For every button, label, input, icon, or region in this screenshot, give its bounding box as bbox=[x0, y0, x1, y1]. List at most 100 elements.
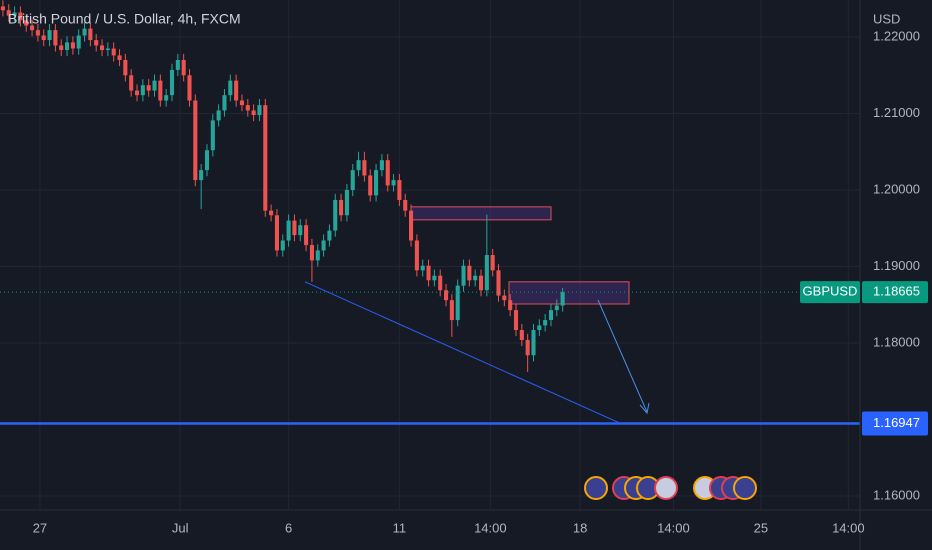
candle-body bbox=[315, 250, 320, 261]
candle-body bbox=[409, 210, 414, 241]
y-tick-label: 1.16000 bbox=[873, 487, 920, 502]
candle-body bbox=[47, 30, 52, 41]
candle-body bbox=[41, 35, 46, 41]
candle-body bbox=[508, 300, 513, 311]
candle-body bbox=[286, 220, 291, 241]
candle-body bbox=[461, 265, 466, 286]
grid bbox=[0, 0, 860, 510]
candle-body bbox=[251, 110, 256, 116]
candle-body bbox=[333, 199, 338, 231]
candle-body bbox=[88, 28, 93, 41]
candle-body bbox=[304, 225, 309, 246]
x-tick-label: 14:00 bbox=[474, 520, 507, 535]
candle-body bbox=[344, 190, 349, 216]
candle-body bbox=[111, 48, 116, 56]
candle-body bbox=[525, 339, 530, 356]
candle-body bbox=[82, 28, 87, 36]
candle-body bbox=[321, 240, 326, 251]
x-tick-label: 11 bbox=[393, 520, 407, 535]
candle-body bbox=[24, 20, 29, 26]
arrow bbox=[597, 299, 648, 413]
y-tick-label: 1.20000 bbox=[873, 181, 920, 196]
candle-body bbox=[30, 25, 35, 31]
symbol-label: GBPUSD bbox=[803, 284, 858, 299]
candle-body bbox=[292, 220, 297, 236]
y-tick-label: 1.18000 bbox=[873, 334, 920, 349]
candle-body bbox=[210, 120, 215, 151]
candle-body bbox=[94, 40, 99, 46]
hline-label: 1.16947 bbox=[873, 415, 920, 430]
candle-body bbox=[537, 325, 542, 331]
candle-body bbox=[181, 59, 186, 76]
candle-body bbox=[432, 275, 437, 281]
candle-body bbox=[560, 292, 565, 306]
candle-body bbox=[339, 199, 344, 216]
candle-body bbox=[204, 150, 210, 171]
candle-body bbox=[140, 85, 145, 96]
candle-body bbox=[222, 95, 227, 111]
candle-body bbox=[53, 30, 58, 46]
candle-body bbox=[152, 80, 157, 91]
candle-body bbox=[414, 240, 419, 271]
candle-body bbox=[362, 160, 367, 176]
candle-body bbox=[484, 255, 489, 291]
x-tick-label: 6 bbox=[285, 520, 292, 535]
x-tick-label: 14:00 bbox=[657, 520, 690, 535]
event-icon bbox=[584, 476, 608, 500]
candle-body bbox=[443, 290, 449, 301]
candle-body bbox=[164, 95, 169, 101]
arrow-head bbox=[639, 402, 650, 415]
candle-body bbox=[245, 105, 250, 111]
x-tick-label: 27 bbox=[33, 520, 47, 535]
candle-body bbox=[76, 35, 81, 49]
candle-body bbox=[35, 30, 40, 36]
candle-body bbox=[123, 59, 128, 76]
candle-body bbox=[59, 45, 64, 51]
candle-body bbox=[274, 215, 279, 251]
candle-body bbox=[146, 85, 151, 91]
candle-body bbox=[426, 265, 431, 281]
candle-body bbox=[234, 80, 239, 101]
zone bbox=[508, 281, 630, 305]
x-tick-label: 18 bbox=[573, 520, 587, 535]
candle-body bbox=[478, 275, 484, 291]
candle-body bbox=[6, 10, 11, 16]
candle-body bbox=[199, 170, 204, 181]
candle-body bbox=[269, 210, 274, 216]
candle-body bbox=[531, 330, 536, 356]
axes: 1.22000 1.21000 1.20000 1.19000 1.18000 1.160… bbox=[33, 28, 928, 535]
candle-body bbox=[543, 320, 548, 326]
event-icon bbox=[733, 476, 757, 500]
candle-body bbox=[420, 265, 425, 271]
chart-title: British Pound / U.S. Dollar, 4h, FXCM bbox=[8, 11, 241, 27]
candle-body bbox=[0, 6, 5, 11]
candle-body bbox=[473, 275, 478, 281]
candle-body bbox=[554, 305, 559, 311]
candle-body bbox=[187, 75, 192, 101]
candle-body bbox=[513, 310, 519, 331]
candle-body bbox=[129, 75, 134, 91]
candle-body bbox=[193, 100, 198, 181]
candle-body bbox=[438, 275, 443, 291]
candle-body bbox=[385, 160, 390, 186]
candle-body bbox=[467, 265, 472, 281]
candle-body bbox=[105, 48, 110, 51]
candle-body bbox=[70, 42, 75, 49]
plot bbox=[0, 0, 860, 425]
candle-body bbox=[134, 90, 140, 96]
y-tick-label: 1.22000 bbox=[873, 28, 920, 43]
candle-body bbox=[228, 80, 233, 96]
candle-body bbox=[216, 110, 221, 121]
candle-body bbox=[175, 59, 180, 70]
candle-body bbox=[263, 105, 268, 211]
candle-body bbox=[368, 175, 373, 196]
candle-body bbox=[548, 310, 554, 321]
candle-body bbox=[18, 12, 23, 21]
candle-body bbox=[298, 225, 303, 236]
candle-body bbox=[169, 69, 175, 96]
last-price-label: 1.18665 bbox=[873, 284, 920, 299]
economic-events bbox=[584, 476, 757, 500]
hline-badge bbox=[862, 411, 928, 436]
candle-body bbox=[117, 55, 122, 60]
